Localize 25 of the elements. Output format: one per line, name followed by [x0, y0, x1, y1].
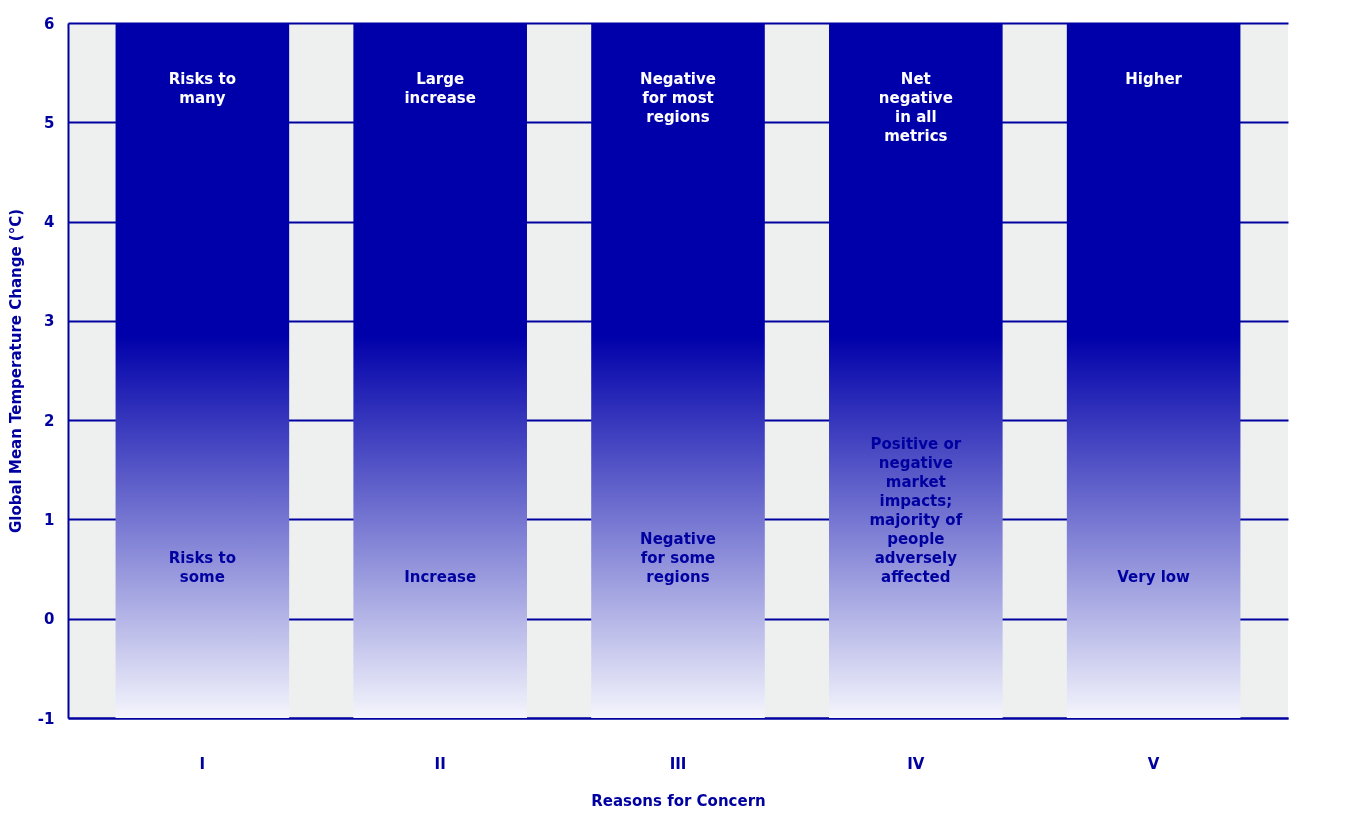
x-tick-label: I — [199, 754, 206, 773]
annotation: Net negative in all metrics — [878, 69, 953, 145]
annotation: Very low — [1117, 568, 1191, 587]
y-tick-label: 1 — [44, 510, 55, 529]
y-tick-label: 2 — [44, 411, 55, 430]
annotation: Increase — [404, 568, 477, 587]
annotation: Risks to many — [168, 69, 236, 107]
annotation: Large increase — [404, 69, 476, 107]
x-axis-title: Reasons for Concern — [591, 791, 766, 810]
x-tick-label: III — [669, 754, 687, 773]
x-tick-label: IV — [907, 754, 925, 773]
y-tick-label: 3 — [44, 312, 55, 331]
x-tick-label: II — [434, 754, 446, 773]
y-axis-title: Global Mean Temperature Change (°C) — [6, 208, 25, 534]
y-tick-label: 0 — [44, 610, 55, 629]
y-tick-label: -1 — [37, 709, 55, 728]
annotation: Negative for some regions — [640, 530, 716, 587]
annotation: Risks to some — [168, 549, 236, 587]
y-tick-label: 5 — [44, 113, 55, 132]
x-tick-label: V — [1147, 754, 1160, 773]
annotation: Negative for most regions — [640, 69, 716, 126]
annotation: Positive or negative market impacts; majority of people adversely affected — [869, 435, 963, 587]
y-tick-label: 6 — [44, 14, 55, 33]
y-tick-label: 4 — [44, 213, 55, 232]
annotation: Higher — [1125, 69, 1183, 88]
